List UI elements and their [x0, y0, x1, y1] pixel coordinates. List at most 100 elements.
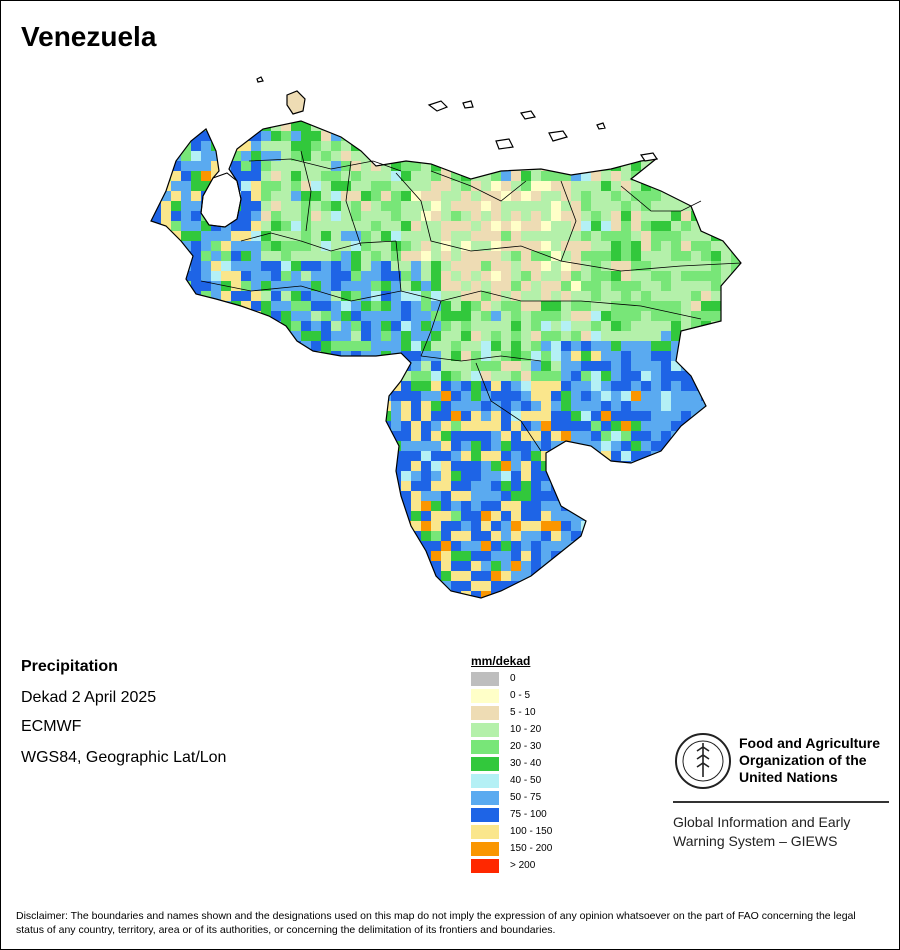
grid-cell	[621, 481, 631, 491]
grid-cell	[621, 581, 631, 591]
grid-cell	[351, 91, 361, 101]
grid-cell	[171, 601, 181, 611]
grid-cell	[641, 391, 651, 401]
grid-cell	[701, 481, 711, 491]
grid-cell	[491, 201, 501, 211]
grid-cell	[181, 181, 191, 191]
grid-cell	[391, 91, 401, 101]
grid-cell	[511, 531, 521, 541]
grid-cell	[271, 491, 281, 501]
grid-cell	[161, 231, 171, 241]
grid-cell	[641, 451, 651, 461]
grid-cell	[141, 401, 151, 411]
grid-cell	[161, 281, 171, 291]
grid-cell	[471, 401, 481, 411]
grid-cell	[301, 591, 311, 598]
grid-cell	[621, 331, 631, 341]
grid-cell	[381, 301, 391, 311]
grid-cell	[551, 501, 561, 511]
grid-cell	[451, 511, 461, 521]
grid-cell	[431, 241, 441, 251]
grid-cell	[161, 481, 171, 491]
grid-cell	[141, 361, 151, 371]
grid-cell	[421, 251, 431, 261]
grid-cell	[171, 511, 181, 521]
grid-cell	[451, 101, 461, 111]
grid-cell	[531, 531, 541, 541]
grid-cell	[151, 161, 161, 171]
grid-cell	[721, 221, 731, 231]
grid-cell	[641, 531, 651, 541]
grid-cell	[681, 591, 691, 598]
grid-cell	[661, 141, 671, 151]
grid-cell	[601, 281, 611, 291]
grid-cell	[561, 391, 571, 401]
grid-cell	[461, 431, 471, 441]
fao-emblem-icon	[675, 733, 731, 789]
legend-item: 40 - 50	[471, 772, 552, 789]
grid-cell	[601, 431, 611, 441]
grid-cell	[531, 221, 541, 231]
grid-cell	[341, 231, 351, 241]
grid-cell	[661, 111, 671, 121]
grid-cell	[551, 571, 561, 581]
grid-cell	[701, 601, 711, 611]
grid-cell	[321, 561, 331, 571]
grid-cell	[561, 541, 571, 551]
grid-cell	[461, 231, 471, 241]
grid-cell	[461, 341, 471, 351]
grid-cell	[251, 121, 261, 131]
grid-cell	[411, 211, 421, 221]
grid-cell	[241, 171, 251, 181]
grid-cell	[491, 481, 501, 491]
grid-cell	[551, 491, 561, 501]
grid-cell	[271, 191, 281, 201]
grid-cell	[481, 161, 491, 171]
grid-cell	[321, 431, 331, 441]
grid-cell	[461, 411, 471, 421]
grid-cell	[701, 121, 711, 131]
grid-cell	[451, 441, 461, 451]
grid-cell	[641, 501, 651, 511]
grid-cell	[311, 601, 321, 611]
grid-cell	[641, 461, 651, 471]
grid-cell	[561, 581, 571, 591]
grid-cell	[381, 181, 391, 191]
grid-cell	[651, 581, 661, 591]
grid-cell	[141, 201, 151, 211]
grid-cell	[551, 171, 561, 181]
grid-cell	[281, 361, 291, 371]
grid-cell	[161, 341, 171, 351]
grid-cell	[311, 581, 321, 591]
grid-cell	[571, 551, 581, 561]
grid-cell	[451, 341, 461, 351]
grid-cell	[571, 321, 581, 331]
grid-cell	[241, 181, 251, 191]
grid-cell	[231, 321, 241, 331]
grid-cell	[681, 391, 691, 401]
grid-cell	[381, 121, 391, 131]
grid-cell	[731, 501, 741, 511]
grid-cell	[581, 391, 591, 401]
grid-cell	[711, 431, 721, 441]
grid-cell	[161, 131, 171, 141]
grid-cell	[311, 91, 321, 101]
grid-cell	[591, 521, 601, 531]
grid-cell	[411, 541, 421, 551]
grid-cell	[361, 511, 371, 521]
grid-cell	[381, 381, 391, 391]
grid-cell	[191, 141, 201, 151]
grid-cell	[711, 511, 721, 521]
grid-cell	[241, 471, 251, 481]
grid-cell	[401, 251, 411, 261]
grid-cell	[141, 231, 151, 241]
grid-cell	[651, 561, 661, 571]
grid-cell	[371, 561, 381, 571]
grid-cell	[211, 371, 221, 381]
grid-cell	[741, 361, 751, 371]
grid-cell	[681, 91, 691, 101]
grid-cell	[421, 521, 431, 531]
grid-cell	[661, 381, 671, 391]
grid-cell	[411, 431, 421, 441]
grid-cell	[321, 541, 331, 551]
